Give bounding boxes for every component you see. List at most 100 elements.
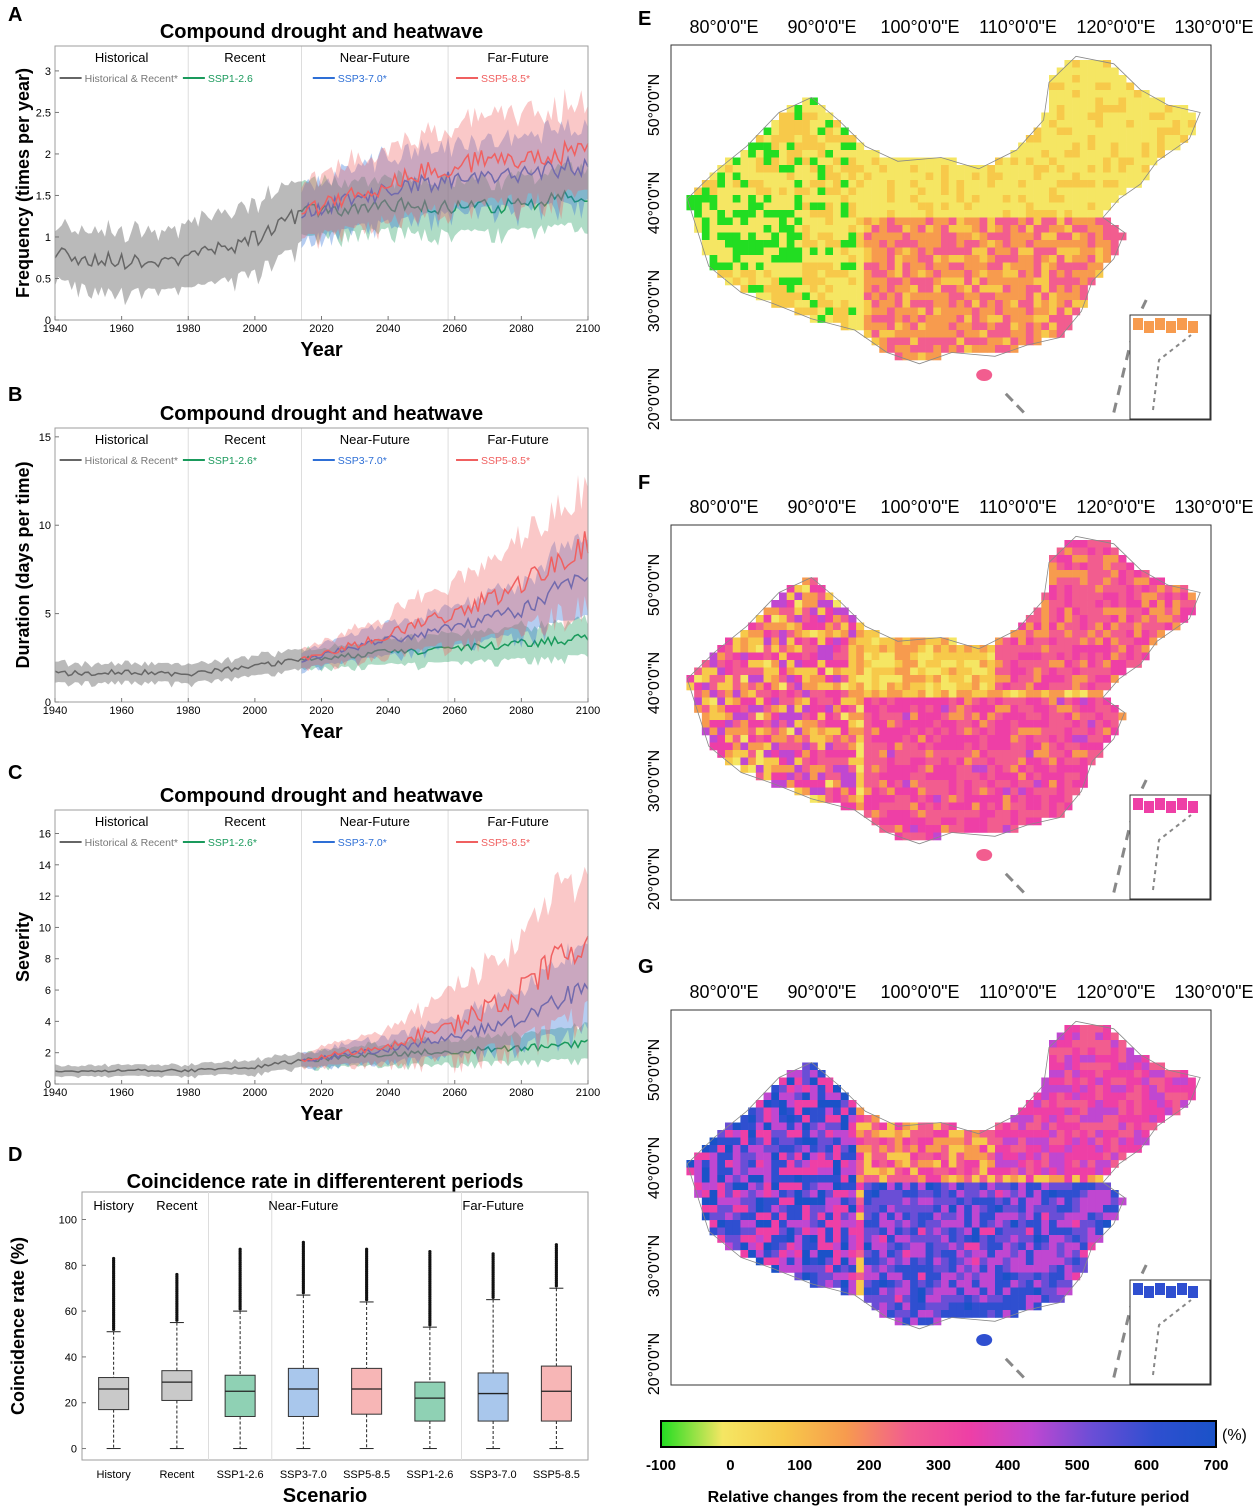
map-cell xyxy=(879,210,888,218)
uncertainty-band xyxy=(301,533,588,674)
map-cell xyxy=(948,1197,957,1206)
map-cell xyxy=(1087,1025,1096,1033)
map-cell xyxy=(863,667,872,676)
map-cell xyxy=(1010,1115,1019,1123)
map-cell xyxy=(840,1167,849,1176)
map-cell xyxy=(755,1175,764,1183)
map-cell xyxy=(1018,1272,1027,1281)
map-cell xyxy=(1056,787,1065,796)
map-cell xyxy=(933,307,942,316)
map-cell xyxy=(802,307,811,316)
map-cell xyxy=(941,345,950,353)
map-cell xyxy=(717,187,726,196)
map-cell xyxy=(894,255,903,263)
map-cell xyxy=(1149,585,1158,593)
map-cell xyxy=(794,1167,803,1176)
map-cell xyxy=(1110,660,1119,668)
map-cell xyxy=(825,697,834,706)
map-cell xyxy=(794,645,803,653)
map-cell xyxy=(748,1175,757,1183)
map-cell xyxy=(1018,697,1027,706)
map-cell xyxy=(941,652,950,661)
map-cell xyxy=(748,262,757,271)
map-cell xyxy=(1110,112,1119,121)
map-cell xyxy=(701,667,710,676)
uncertainty-band xyxy=(301,162,588,248)
period-label: Near-Future xyxy=(340,814,410,829)
map-cell xyxy=(1018,1122,1027,1131)
map-cell xyxy=(987,247,996,256)
map-cell xyxy=(1087,1115,1096,1123)
map-cell xyxy=(802,682,811,691)
map-cell xyxy=(1133,1077,1142,1086)
map-cell xyxy=(1064,795,1073,803)
map-cell xyxy=(701,720,710,728)
map-cell xyxy=(1002,727,1011,736)
map-cell xyxy=(825,675,834,683)
latitude-label: 30°0'0"N xyxy=(646,270,663,332)
map-cell xyxy=(1033,202,1042,211)
map-cell xyxy=(1002,210,1011,218)
map-cell xyxy=(779,765,788,773)
map-cell xyxy=(933,772,942,781)
map-cell xyxy=(1002,1145,1011,1153)
map-cell xyxy=(979,697,988,706)
map-cell xyxy=(701,727,710,736)
map-cell xyxy=(856,1272,865,1281)
map-cell xyxy=(1103,150,1112,158)
map-cell xyxy=(717,1212,726,1221)
map-cell xyxy=(1025,735,1034,743)
inset-cell xyxy=(1155,798,1165,810)
map-cell xyxy=(863,255,872,263)
map-cell xyxy=(755,1145,764,1153)
map-cell xyxy=(1033,705,1042,713)
map-cell xyxy=(709,705,718,713)
map-cell xyxy=(779,1220,788,1228)
map-cell xyxy=(1095,60,1104,68)
map-cell xyxy=(763,1167,772,1176)
map-cell xyxy=(1103,1205,1112,1213)
map-cell xyxy=(1010,757,1019,766)
map-cell xyxy=(1164,1070,1173,1078)
map-cell xyxy=(817,750,826,758)
map-cell xyxy=(894,795,903,803)
map-cell xyxy=(971,810,980,818)
x-axis-label: Year xyxy=(300,1103,342,1125)
map-cell xyxy=(817,1100,826,1108)
map-cell xyxy=(1041,750,1050,758)
map-cell xyxy=(1064,600,1073,608)
map-cell xyxy=(771,765,780,773)
map-cell xyxy=(871,772,880,781)
map-cell xyxy=(1049,1122,1058,1131)
map-cell xyxy=(1064,1047,1073,1056)
map-cell xyxy=(917,1122,926,1131)
map-cell xyxy=(802,712,811,721)
map-cell xyxy=(725,1220,734,1228)
map-cell xyxy=(1049,292,1058,301)
map-cell xyxy=(1025,675,1034,683)
map-cell xyxy=(755,1115,764,1123)
map-cell xyxy=(1126,660,1135,668)
map-cell xyxy=(987,712,996,721)
map-cell xyxy=(1103,105,1112,113)
map-cell xyxy=(979,1235,988,1243)
map-cell xyxy=(856,210,865,218)
map-cell xyxy=(732,720,741,728)
map-cell xyxy=(694,675,703,683)
map-cell xyxy=(879,1220,888,1228)
map-cell xyxy=(763,292,772,301)
map-cell xyxy=(1010,1242,1019,1251)
map-cell xyxy=(709,210,718,218)
map-cell xyxy=(1049,1085,1058,1093)
map-cell xyxy=(941,1280,950,1288)
map-cell xyxy=(1164,600,1173,608)
map-cell xyxy=(925,1145,934,1153)
map-cell xyxy=(925,697,934,706)
map-cell xyxy=(1056,1242,1065,1251)
map-cell xyxy=(1133,172,1142,181)
map-cell xyxy=(1103,135,1112,143)
map-cell xyxy=(863,270,872,278)
map-cell xyxy=(933,1152,942,1161)
map-cell xyxy=(848,667,857,676)
map-cell xyxy=(964,1205,973,1213)
